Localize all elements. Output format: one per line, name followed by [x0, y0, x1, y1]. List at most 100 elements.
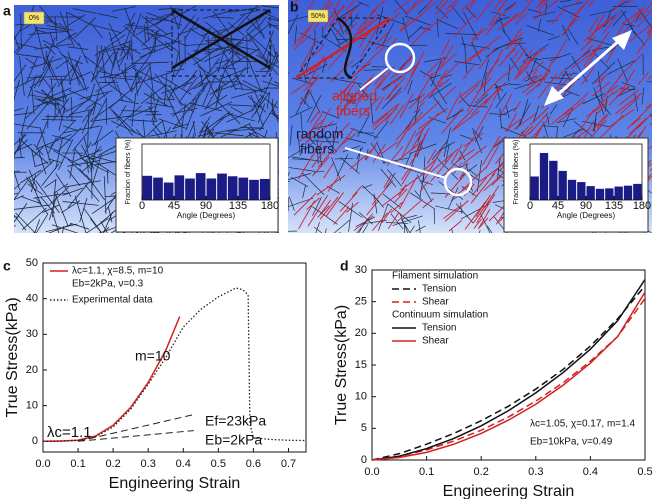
fiber [368, 41, 390, 48]
fiber [61, 77, 66, 114]
strain-label: 0% [29, 15, 39, 22]
fiber [629, 8, 642, 27]
fiber [637, 8, 652, 28]
fiber [34, 161, 49, 168]
fiber [258, 231, 261, 233]
fiber [630, 105, 652, 126]
fiber [419, 26, 431, 31]
x-tick-label: 0.3 [141, 458, 156, 470]
fiber [235, 80, 256, 92]
fiber [91, 72, 106, 98]
fiber [591, 92, 614, 114]
fiber [227, 45, 251, 62]
fiber [58, 139, 74, 171]
fiber [618, 89, 640, 106]
fiber [594, 19, 612, 33]
fiber [393, 0, 410, 13]
bar [249, 179, 259, 200]
fiber [269, 112, 279, 117]
fiber [51, 224, 79, 233]
fiber [641, 87, 645, 105]
fiber [531, 73, 543, 83]
stretch-arrow [555, 38, 621, 98]
fiber [90, 22, 104, 39]
fiber [323, 162, 335, 179]
fiber [257, 52, 279, 76]
fiber [528, 57, 538, 79]
bar [558, 170, 567, 200]
fiber [565, 50, 591, 70]
fiber [233, 27, 257, 47]
fiber [210, 16, 234, 19]
fiber [142, 40, 182, 50]
fiber [600, 75, 622, 101]
fiber [316, 174, 346, 196]
fiber [53, 183, 69, 194]
fiber [145, 17, 171, 22]
fiber [451, 108, 474, 132]
fiber [614, 22, 625, 39]
fiber [144, 12, 174, 23]
plot-frame [371, 269, 646, 461]
fiber [230, 60, 244, 91]
bar [217, 173, 227, 200]
fiber [161, 81, 193, 94]
fiber [462, 64, 475, 80]
legend-group-title: Filament simulation [392, 271, 478, 282]
fiber [485, 46, 501, 58]
fiber [53, 86, 90, 101]
fiber [204, 94, 228, 110]
bar [595, 188, 605, 200]
fiber [537, 61, 554, 88]
fiber [54, 17, 58, 41]
fiber [345, 22, 358, 35]
fiber [386, 146, 404, 167]
fiber [491, 175, 502, 186]
fiber [429, 69, 448, 98]
fiber [596, 75, 606, 88]
strain-label: 50% [311, 13, 325, 20]
fiber [616, 86, 630, 97]
fiber [25, 103, 42, 119]
fiber [200, 101, 233, 117]
fiber [563, 128, 585, 138]
fiber [390, 56, 413, 79]
fiber [317, 205, 330, 218]
fiber [478, 208, 491, 230]
fiber [453, 110, 480, 131]
strain-box [307, 9, 329, 23]
fiber [444, 171, 468, 198]
fiber [14, 133, 26, 158]
fiber [21, 207, 47, 230]
fiber [593, 87, 605, 116]
fiber [445, 91, 462, 121]
y-tick-label: 50 [26, 257, 38, 269]
fiber [543, 68, 551, 81]
fiber [645, 103, 652, 109]
fiber [129, 51, 140, 82]
fiber [478, 47, 496, 70]
fiber [418, 220, 421, 233]
fiber [16, 29, 38, 55]
fiber [529, 107, 549, 126]
fiber [475, 194, 491, 217]
x-tick-label: 90 [200, 200, 212, 212]
fiber [65, 99, 90, 112]
fiber [594, 53, 610, 70]
fiber [197, 65, 227, 86]
fiber [152, 122, 163, 135]
fiber [416, 174, 433, 202]
fiber [392, 65, 417, 84]
fiber [67, 46, 89, 50]
fiber [379, 12, 402, 30]
fiber [38, 5, 57, 27]
fiber [459, 96, 470, 107]
fiber [460, 43, 490, 49]
fiber [550, 106, 573, 125]
fiber [525, 81, 543, 96]
fiber [400, 169, 429, 191]
fiber [501, 28, 514, 44]
fiber [429, 74, 441, 79]
fiber [78, 42, 89, 64]
fiber [580, 35, 597, 52]
